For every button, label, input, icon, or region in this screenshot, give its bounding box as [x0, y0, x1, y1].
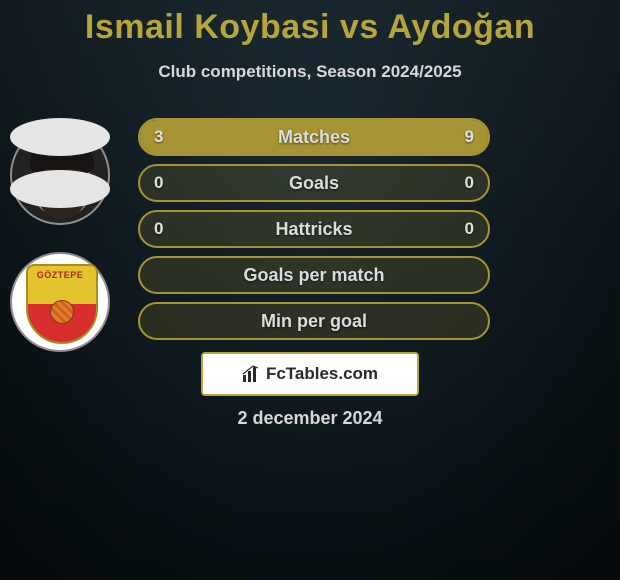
stat-label: Matches: [278, 127, 350, 148]
team-logo: GÖZTEPE: [12, 254, 108, 350]
page-title: Ismail Koybasi vs Aydoğan: [0, 8, 620, 47]
stat-bar-goals-per-match: Goals per match: [138, 256, 490, 294]
stat-value-right: 0: [465, 173, 474, 193]
stat-bar-matches: 3 9 Matches: [138, 118, 490, 156]
date-text: 2 december 2024: [0, 408, 620, 429]
stat-bar-min-per-goal: Min per goal: [138, 302, 490, 340]
comparison-bars: 3 9 Matches 0 0 Goals 0 0 Hattricks Goals per mat…: [138, 118, 490, 348]
subtitle: Club competitions, Season 2024/2025: [0, 62, 620, 82]
stat-value-right: 9: [465, 127, 474, 147]
opponent-avatar-1: [10, 118, 110, 156]
brand-text: FcTables.com: [266, 364, 378, 384]
team-logo-text: GÖZTEPE: [12, 270, 108, 280]
stat-label: Goals per match: [243, 265, 384, 286]
stat-value-right: 0: [465, 219, 474, 239]
team-avatar: GÖZTEPE: [10, 252, 110, 352]
brand-box[interactable]: FcTables.com: [201, 352, 419, 396]
stat-label: Goals: [289, 173, 339, 194]
stat-value-left: 0: [154, 173, 163, 193]
stat-value-left: 3: [154, 127, 163, 147]
stat-label: Min per goal: [261, 311, 367, 332]
stat-bar-goals: 0 0 Goals: [138, 164, 490, 202]
stat-label: Hattricks: [275, 219, 352, 240]
stat-value-left: 0: [154, 219, 163, 239]
opponent-avatar-2: [10, 170, 110, 208]
bar-chart-icon: [242, 365, 260, 383]
stat-bar-hattricks: 0 0 Hattricks: [138, 210, 490, 248]
